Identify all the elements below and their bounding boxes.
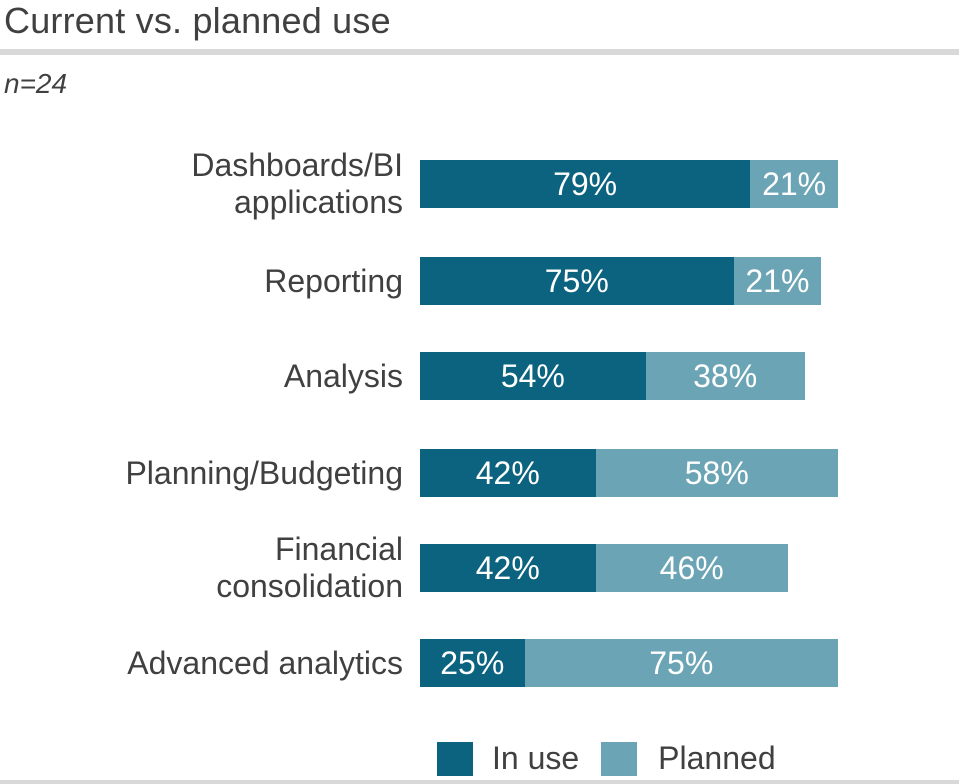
bar: 79% 21% [420,160,838,208]
chart-row: Dashboards/BI applications 79% 21% [0,147,838,220]
value-label: 38% [693,357,758,394]
category-label: Reporting [264,262,403,299]
value-label: 25% [440,644,505,681]
chart-row: Planning/Budgeting 42% 58% [0,449,838,497]
bar-segment-planned: 75% [524,639,838,687]
chart-row: Analysis 54% 38% [0,352,838,400]
legend-label-in-use: In use [492,740,580,776]
category-label: Planning/Budgeting [125,454,403,491]
bar-segment-in-use: 75% [420,257,734,305]
value-label: 58% [684,454,749,491]
bar: 25% 75% [420,639,838,687]
value-label: 75% [649,644,714,681]
bar-segment-planned: 38% [645,352,805,400]
title-divider [0,49,959,55]
value-label: 21% [745,262,810,299]
bar-segment-in-use: 79% [420,160,751,208]
bar-segment-in-use: 54% [420,352,646,400]
legend: In use Planned [437,740,776,777]
category-label: Analysis [283,357,403,394]
category-label: Dashboards/BI applications [191,147,403,220]
value-label: 42% [475,454,540,491]
bar-segment-planned: 21% [733,257,822,305]
chart-row: Financial consolidation 42% 46% [0,531,838,604]
category-label: Financial consolidation [216,531,403,604]
value-label: 21% [762,165,827,202]
page-title: Current vs. planned use [4,0,391,41]
bar-segment-planned: 46% [595,544,788,592]
category-label: Advanced analytics [127,644,403,681]
legend-swatch-planned [601,741,638,776]
bar-segment-in-use: 42% [420,544,596,592]
bar: 54% 38% [420,352,838,400]
value-label: 46% [659,549,724,586]
bar: 42% 46% [420,544,838,592]
bar-segment-in-use: 25% [420,639,525,687]
value-label: 54% [500,357,565,394]
chart-row: Reporting 75% 21% [0,257,838,305]
value-label: 79% [553,165,618,202]
bar: 42% 58% [420,449,838,497]
bar: 75% 21% [420,257,838,305]
chart-row: Advanced analytics 25% 75% [0,639,838,687]
legend-label-planned: Planned [658,740,776,776]
value-label: 42% [475,549,540,586]
bar-segment-in-use: 42% [420,449,596,497]
bottom-divider [0,780,959,784]
legend-swatch-in-use [437,741,473,776]
sample-size-note: n=24 [4,68,68,99]
value-label: 75% [544,262,609,299]
bar-segment-planned: 58% [595,449,838,497]
bar-segment-planned: 21% [750,160,838,208]
